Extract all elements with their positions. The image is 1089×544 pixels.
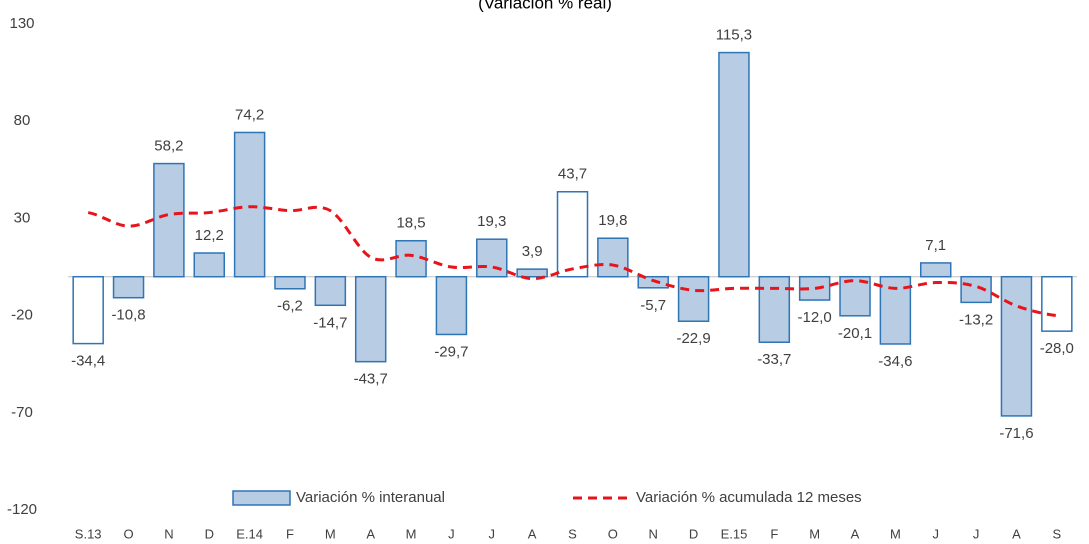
bar [233, 131, 266, 278]
y-tick-label: 80 [14, 112, 31, 129]
x-tick-label: E.15 [721, 526, 748, 541]
x-tick-label: F [770, 526, 778, 541]
data-label: -10,8 [111, 307, 145, 324]
x-tick-label: S [1052, 526, 1061, 541]
bar [314, 275, 347, 307]
data-label: 18,5 [396, 215, 425, 232]
bar [718, 51, 750, 278]
data-label: -34,6 [878, 353, 912, 370]
x-tick-label: S.13 [75, 526, 102, 541]
y-tick-label: 130 [9, 15, 34, 32]
x-tick-label: E.14 [236, 526, 263, 541]
data-label: -14,7 [313, 314, 347, 331]
data-label: -28,0 [1040, 340, 1074, 357]
x-tick-label: J [448, 526, 455, 541]
bar [112, 275, 145, 299]
data-label: 12,2 [195, 227, 224, 244]
legend-label: Variación % interanual [296, 489, 445, 506]
line [87, 205, 1057, 318]
data-label: -34,4 [71, 353, 105, 370]
data-label: -43,7 [354, 371, 388, 388]
y-tick-label: 30 [14, 209, 31, 226]
data-label: -6,2 [277, 298, 303, 315]
bar [677, 275, 710, 322]
bar [516, 268, 548, 278]
bar [960, 275, 992, 304]
data-label: -12,0 [798, 309, 832, 326]
data-label: -71,6 [999, 425, 1033, 442]
data-label: 7,1 [925, 237, 946, 254]
data-label: 74,2 [235, 106, 264, 123]
data-label: 19,8 [598, 212, 627, 229]
data-label: 115,3 [716, 27, 752, 44]
bar [1041, 275, 1073, 332]
y-tick-label: -120 [7, 501, 37, 518]
bar [354, 275, 387, 363]
data-label: 19,3 [477, 213, 506, 230]
x-tick-label: O [608, 526, 618, 541]
bar [556, 191, 589, 278]
y-tick-label: -70 [11, 404, 33, 421]
x-tick-label: J [932, 526, 939, 541]
legend-label: Variación % acumulada 12 meses [636, 489, 862, 506]
x-tick-label: N [649, 526, 658, 541]
data-label: -5,7 [640, 297, 666, 314]
data-label: 43,7 [558, 166, 587, 183]
x-tick-label: J [489, 526, 496, 541]
x-tick-label: O [123, 526, 133, 541]
x-tick-label: A [528, 526, 537, 541]
x-tick-label: D [689, 526, 698, 541]
x-tick-label: M [890, 526, 901, 541]
x-tick-label: J [973, 526, 980, 541]
x-tick-label: M [809, 526, 820, 541]
data-label: -20,1 [838, 325, 872, 342]
x-tick-label: D [205, 526, 214, 541]
data-label: 58,2 [154, 138, 183, 155]
bar [193, 252, 226, 278]
data-label: -29,7 [434, 343, 468, 360]
bar [274, 275, 306, 290]
x-tick-label: M [325, 526, 336, 541]
y-tick-label: -20 [11, 307, 33, 324]
bar [919, 262, 952, 278]
x-tick-label: M [406, 526, 417, 541]
data-label: 3,9 [522, 243, 543, 260]
bar [839, 275, 871, 317]
x-tick-label: F [286, 526, 294, 541]
bar [153, 162, 185, 278]
data-label: -33,7 [757, 351, 791, 368]
bar [1000, 275, 1033, 417]
bar [72, 275, 104, 345]
bar [758, 275, 791, 343]
bar [637, 275, 669, 289]
bar [597, 237, 629, 278]
x-tick-label: A [1012, 526, 1021, 541]
x-tick-label: A [851, 526, 860, 541]
bar [435, 275, 468, 336]
chart-title: (Variación % real) [478, 0, 612, 12]
data-label: -13,2 [959, 311, 993, 328]
x-tick-label: A [366, 526, 375, 541]
x-tick-label: N [164, 526, 173, 541]
bar [476, 238, 508, 278]
bar [798, 275, 831, 301]
legend-swatch [232, 490, 291, 506]
x-tick-label: S [568, 526, 577, 541]
data-label: -22,9 [676, 330, 710, 347]
